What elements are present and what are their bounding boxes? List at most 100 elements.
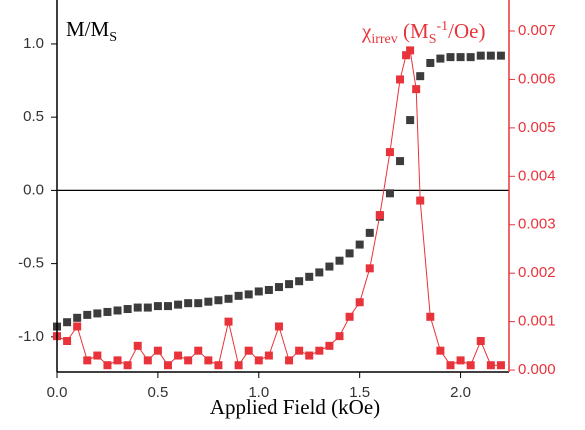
data-point (184, 356, 193, 365)
x-tick-label: 1.5 (349, 384, 370, 401)
data-point (73, 322, 82, 331)
data-point (163, 361, 172, 370)
data-point (325, 262, 334, 271)
data-point (295, 346, 304, 355)
data-point (113, 306, 122, 315)
data-point (335, 332, 344, 341)
data-point (295, 277, 304, 286)
data-point (254, 356, 263, 365)
x-tick-label: 0.5 (147, 384, 168, 401)
data-point (325, 341, 334, 350)
data-point (385, 148, 394, 157)
y2-tick-label: 0.004 (518, 167, 556, 184)
data-point (234, 291, 243, 300)
data-point (315, 346, 324, 355)
data-point (396, 157, 405, 166)
data-point (436, 54, 445, 63)
data-point (355, 240, 364, 249)
data-point (375, 211, 384, 220)
data-point (174, 300, 183, 309)
data-point (285, 356, 294, 365)
data-point (416, 196, 425, 205)
data-point (335, 256, 344, 265)
data-point (456, 53, 465, 62)
data-point (274, 283, 283, 292)
data-point (214, 361, 223, 370)
data-point (93, 309, 102, 318)
data-point (103, 307, 112, 316)
x-tick-label: 0.0 (47, 384, 68, 401)
label-close: /Oe) (448, 19, 485, 43)
y2-tick-label: 0.001 (518, 313, 556, 330)
data-point (274, 322, 283, 331)
data-point (446, 53, 455, 62)
data-point (365, 264, 374, 273)
data-point (204, 356, 213, 365)
data-point (254, 287, 263, 296)
data-point (214, 296, 223, 305)
data-point (224, 317, 233, 326)
data-point (476, 337, 485, 345)
y-tick-label: 0.5 (23, 108, 44, 125)
data-point (486, 361, 495, 370)
data-point (345, 312, 354, 321)
data-point (133, 341, 142, 350)
data-point (234, 361, 243, 370)
x-axis-label: Applied Field (kOe) (210, 395, 380, 419)
label-sub: S (109, 30, 117, 45)
series-line (56, 49, 501, 367)
label-sup: -1 (436, 19, 448, 34)
data-point (264, 285, 273, 294)
data-point (83, 356, 92, 365)
data-point (93, 351, 102, 360)
data-point (204, 297, 213, 306)
data-point (194, 346, 203, 355)
data-point (315, 268, 324, 277)
data-point (412, 85, 421, 94)
data-point (285, 280, 294, 289)
data-point (184, 299, 193, 308)
y-tick-label: 0.0 (23, 181, 44, 198)
data-point (63, 318, 72, 327)
y-tick-label: -0.5 (18, 255, 44, 272)
data-point (355, 298, 364, 307)
data-point (73, 313, 82, 322)
y-tick-label: 1.0 (23, 35, 44, 52)
data-point (305, 272, 314, 281)
y2-tick-label: 0.003 (518, 216, 556, 233)
data-point (486, 51, 495, 60)
data-point (416, 72, 425, 81)
data-point (426, 58, 435, 67)
data-point (402, 51, 411, 60)
label-text: M/M (66, 17, 110, 41)
x-tick-label: 2.0 (450, 384, 471, 401)
data-point (83, 310, 92, 319)
data-point (244, 346, 253, 355)
data-point (143, 303, 152, 312)
data-point (396, 75, 405, 84)
data-point (264, 351, 273, 360)
label-sub: S (429, 32, 437, 47)
data-point (244, 290, 253, 299)
data-point (153, 346, 162, 355)
label-symbol: χ (361, 19, 372, 43)
x-tick-label: 1.0 (248, 384, 269, 401)
data-point (133, 303, 142, 312)
data-point (406, 116, 415, 125)
data-point (466, 361, 475, 370)
label-sub: irrev (371, 32, 397, 47)
data-point (224, 294, 233, 303)
data-point (305, 351, 314, 360)
y-axis-label: M/MS (66, 17, 117, 45)
y2-tick-label: 0.000 (518, 361, 556, 378)
data-point (345, 249, 354, 258)
y2-tick-label: 0.007 (518, 22, 556, 39)
data-point (406, 46, 415, 55)
data-point (496, 51, 505, 60)
data-point (123, 361, 132, 370)
data-point (123, 305, 132, 314)
data-point (436, 346, 445, 355)
y2-tick-label: 0.006 (518, 70, 556, 87)
data-point (385, 189, 394, 198)
